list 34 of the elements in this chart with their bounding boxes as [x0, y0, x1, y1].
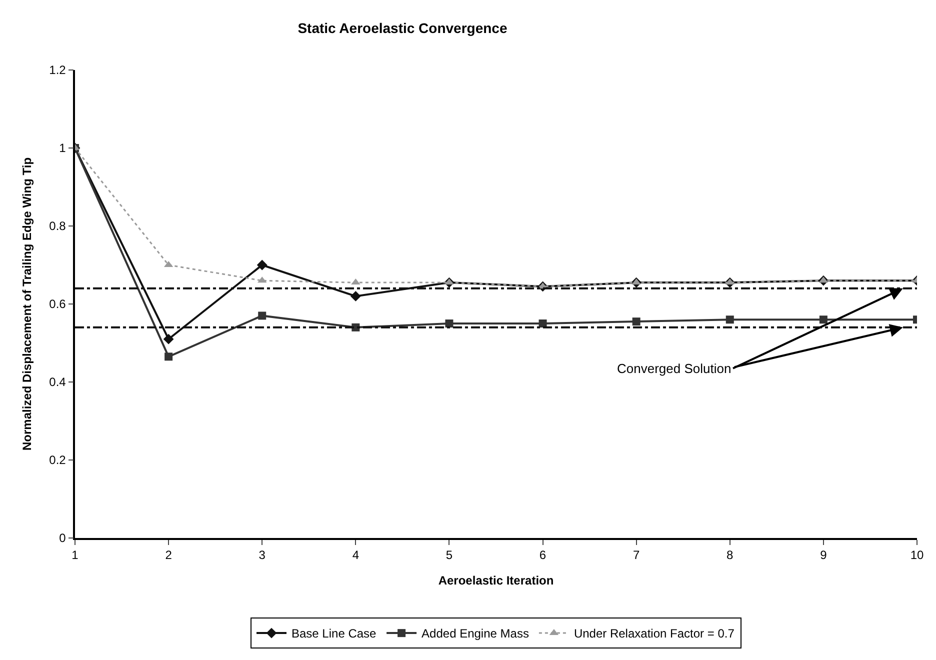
point — [163, 334, 174, 344]
legend-label: Base Line Case — [292, 626, 377, 641]
y-tick-label: 0.6 — [49, 297, 66, 312]
point — [632, 318, 640, 326]
y-tick-label: 1 — [59, 141, 66, 156]
point — [350, 291, 361, 302]
point — [256, 260, 268, 270]
annotation: Converged Solution — [617, 361, 732, 376]
y-axis-title: Normalized Displacement of Trailing Edge Wing Tip — [20, 157, 34, 451]
x-tick-label: 4 — [352, 548, 360, 562]
point — [445, 320, 454, 328]
x-tick-label: 1 — [72, 548, 79, 562]
point — [538, 320, 547, 328]
x-tick-label: 6 — [539, 548, 546, 562]
x-tick-label: 5 — [446, 548, 453, 562]
y-tick-label: 1.2 — [49, 63, 66, 78]
legend-label: Added Engine Mass — [422, 626, 529, 641]
x-tick-label: 9 — [820, 548, 828, 562]
x-tick-label: 8 — [726, 548, 734, 562]
legend-label: Under Relaxation Factor = 0.7 — [574, 626, 735, 641]
point — [164, 352, 173, 361]
point — [726, 316, 734, 324]
y-tick-label: 0.2 — [49, 453, 66, 468]
y-tick-label: 0 — [59, 531, 66, 546]
x-tick-label: 2 — [165, 548, 172, 562]
x-tick-label: 10 — [910, 548, 924, 562]
point — [258, 312, 266, 320]
x-tick-label: 7 — [632, 548, 640, 562]
y-tick-label: 0.8 — [49, 219, 66, 234]
x-axis-title: Aeroelastic Iteration — [438, 574, 554, 588]
y-tick-label: 0.4 — [49, 375, 66, 390]
x-tick-label: 3 — [258, 548, 266, 562]
point — [819, 316, 828, 324]
chart-title: Static Aeroelastic Convergence — [298, 20, 508, 36]
